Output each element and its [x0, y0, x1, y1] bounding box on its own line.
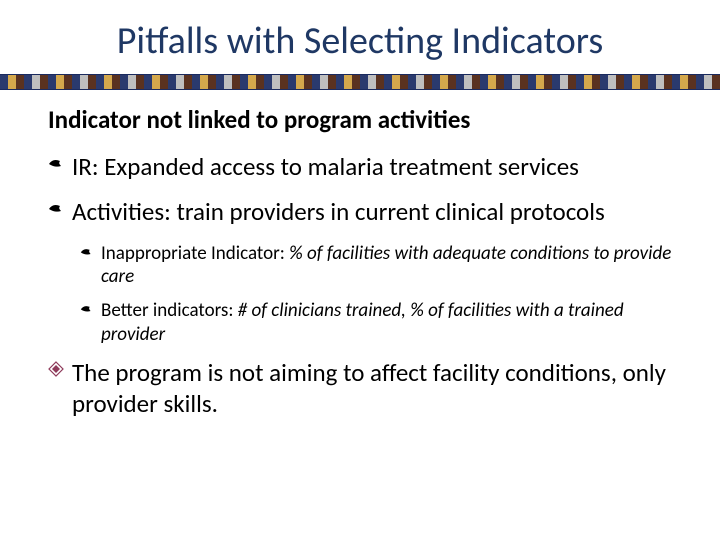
bullet-inappropriate-text: Inappropriate Indicator: % of facilities… — [101, 242, 672, 290]
bullet-inappropriate: Inappropriate Indicator: % of facilities… — [80, 242, 672, 290]
inappropriate-label: Inappropriate Indicator: — [101, 242, 289, 265]
swish-icon — [48, 155, 66, 171]
bullet-better-text: Better indicators: # of clinicians train… — [101, 299, 672, 347]
bullet-ir: IR: Expanded access to malaria treatment… — [48, 151, 672, 182]
conclusion-text: The program is not aiming to affect faci… — [72, 357, 672, 420]
better-label: Better indicators: — [101, 299, 238, 322]
bullet-activities: Activities: train providers in current c… — [48, 196, 672, 227]
bullet-conclusion: The program is not aiming to affect faci… — [48, 357, 672, 420]
slide-container: Pitfalls with Selecting Indicators Indic… — [0, 0, 720, 540]
bullet-ir-text: IR: Expanded access to malaria treatment… — [72, 151, 579, 182]
subheading: Indicator not linked to program activiti… — [48, 104, 672, 135]
diamond-icon — [48, 361, 68, 377]
swish-icon — [80, 302, 95, 315]
decorative-divider — [0, 74, 720, 90]
content-area: Indicator not linked to program activiti… — [0, 104, 720, 419]
swish-icon — [80, 245, 95, 258]
bullet-activities-text: Activities: train providers in current c… — [72, 196, 605, 227]
bullet-better: Better indicators: # of clinicians train… — [80, 299, 672, 347]
swish-icon — [48, 200, 66, 216]
slide-title: Pitfalls with Selecting Indicators — [0, 0, 720, 74]
